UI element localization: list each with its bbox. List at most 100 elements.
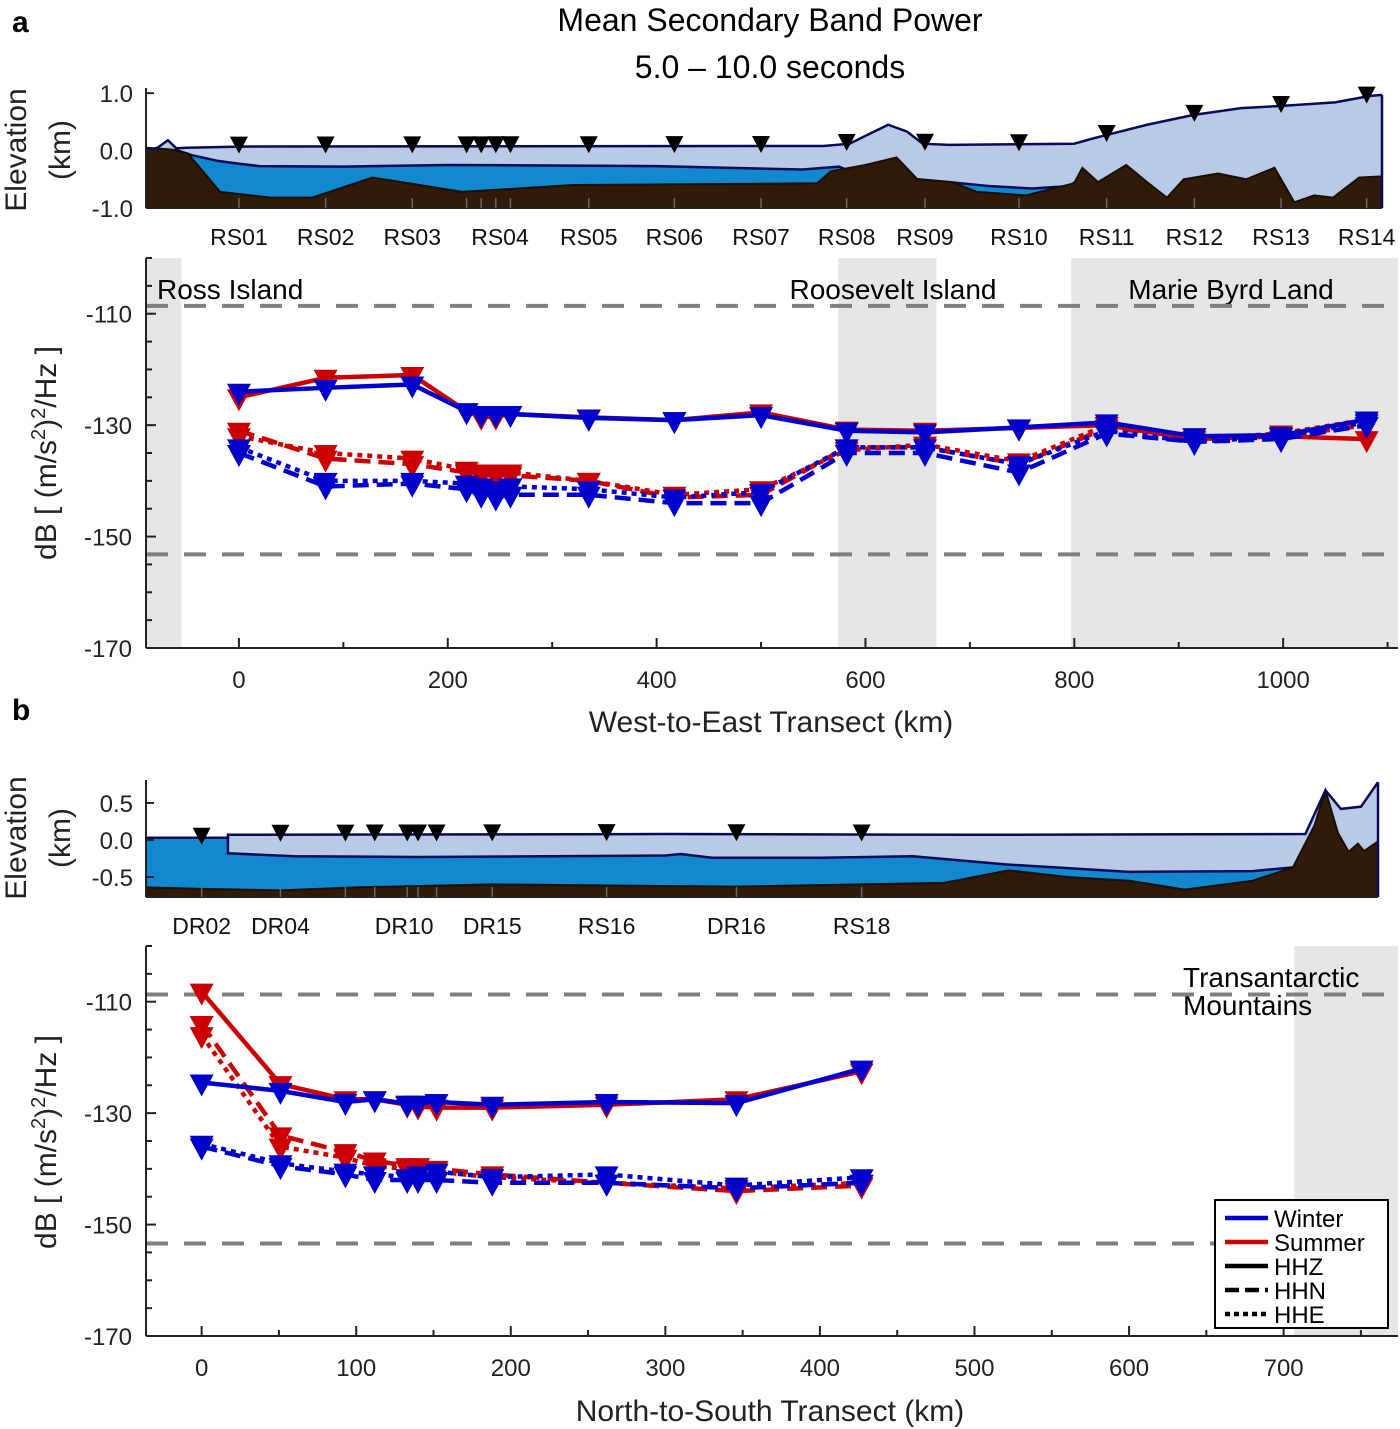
legend-label-hhz: HHZ [1274,1254,1323,1281]
data-point-winter-HHZ [1006,419,1031,442]
station-label: RS01 [210,224,268,250]
series-line-summer-HHE [199,1033,862,1191]
data-point-winter-HHZ [424,1094,449,1116]
y-tick-label: -110 [86,990,132,1017]
station-label: DR15 [463,913,522,939]
legend-label-summer: Summer [1274,1230,1365,1257]
data-point-winter-HHE [362,1166,387,1189]
station-label: RS02 [297,224,355,250]
station-label: RS08 [818,224,876,250]
x-tick-label: 600 [1109,1355,1149,1382]
station-label: DR04 [251,913,310,939]
station-marker [852,824,871,842]
data-point-winter-HHE [400,472,425,495]
data-point-winter-HHE [576,481,601,504]
data-point-winter-HHE [498,478,523,501]
station-marker [365,824,384,842]
data-point-summer-HHE [498,464,523,487]
elevation-axis-unit: (km) [44,808,77,868]
region-label: Transantarctic [1183,962,1359,993]
data-point-winter-HHZ [912,424,937,447]
x-tick-label: 100 [336,1355,376,1382]
region-label: Roosevelt Island [789,274,996,305]
station-marker [457,136,476,154]
shaded-region [1071,258,1398,648]
station-marker [483,824,502,842]
x-tick-label: 200 [428,667,468,694]
station-marker [1272,95,1291,113]
panel-a-dB-plot: Ross Island Roosevelt Island Marie Byrd La… [28,257,1398,694]
data-point-summer-HHZ [189,983,214,1006]
station-marker [192,827,211,845]
data-point-winter-HHE [333,1163,358,1186]
station-label: DR10 [375,913,434,939]
station-marker [486,136,505,154]
data-point-winter-HHZ [400,376,425,399]
x-axis-label-a: West-to-East Transect (km) [589,706,954,739]
data-point-summer-HHE [313,445,338,467]
data-point-winter-HHZ [498,406,523,428]
elevation-y-tick-label: 1.0 [100,81,133,108]
plot-layer: Ross Island Roosevelt Island Marie Byrd La… [0,81,1398,1382]
x-tick-label: 200 [491,1355,531,1382]
data-point-summer-HHE [400,450,425,473]
data-point-winter-HHE [424,1163,449,1186]
station-label: RS12 [1166,224,1224,250]
data-point-winter-HHE [1006,456,1031,479]
y-axis-label-part: /Hz ] [30,346,63,408]
data-point-winter-HHE [226,439,251,462]
data-point-winter-HHZ [189,1074,214,1097]
station-marker [665,136,684,154]
station-marker [1009,134,1028,152]
station-marker [1097,125,1116,143]
region-label: Marie Byrd Land [1128,274,1333,305]
legend-label-hhe: HHE [1274,1302,1325,1329]
data-point-winter-HHZ [268,1082,293,1105]
bed-line [145,146,1383,204]
data-point-winter-HHE [480,1169,505,1192]
data-point-winter-HHE [1182,433,1207,456]
series-line-winter-HHE [201,1141,862,1188]
data-point-winter-HHE [483,481,508,504]
panel-label-b: b [12,694,30,727]
data-point-winter-HHE [749,484,774,506]
station-label: RS05 [560,224,618,250]
data-point-summer-HHE [268,1138,293,1161]
x-tick-label: 500 [954,1355,994,1382]
ice-base-line [146,836,1303,874]
x-tick-label: 400 [637,667,677,694]
panel-b-elevation-profile: 0.5 0.0 -0.5 Elevation (km) DR02 DR04 DR10 DR15 R… [0,776,1380,939]
station-marker [403,136,422,154]
station-marker [579,136,598,154]
y-tick-label: -170 [84,1324,132,1351]
data-point-winter-HHZ [226,383,251,406]
panel-label-a: a [12,6,29,39]
y-tick-label: -150 [84,1213,132,1240]
elevation-axis-label: Elevation [0,88,33,211]
legend-label-winter: Winter [1274,1206,1343,1233]
elevation-y-tick-label: 0.0 [100,139,133,166]
data-point-winter-HHZ [333,1094,358,1116]
station-label: RS09 [896,224,954,250]
data-point-summer-HHN [189,1016,214,1038]
station-marker [1357,86,1376,104]
elevation-y-tick-label: 0.5 [100,791,133,818]
y-tick-label: -130 [84,1101,132,1128]
data-point-winter-HHZ [849,1060,874,1083]
station-marker [837,133,856,151]
elevation-axis-unit: (km) [44,120,77,180]
elevation-y-tick-label: -1.0 [92,196,133,223]
elevation-y-tick-label: -0.5 [92,865,133,892]
x-tick-label: 1000 [1256,667,1309,694]
station-label: RS16 [578,913,636,939]
x-tick-label: 300 [645,1355,685,1382]
panel-a-elevation-profile: 1.0 0.0 -1.0 Elevation (km) RS01 RS02 RS03 RS04 R… [0,81,1396,250]
station-label: RS04 [471,224,529,250]
data-point-winter-HHZ [749,407,774,430]
station-label: DR16 [707,913,766,939]
data-point-winter-HHE [313,472,338,495]
data-point-winter-HHE [724,1177,749,1200]
region-label: Ross Island [157,274,303,305]
